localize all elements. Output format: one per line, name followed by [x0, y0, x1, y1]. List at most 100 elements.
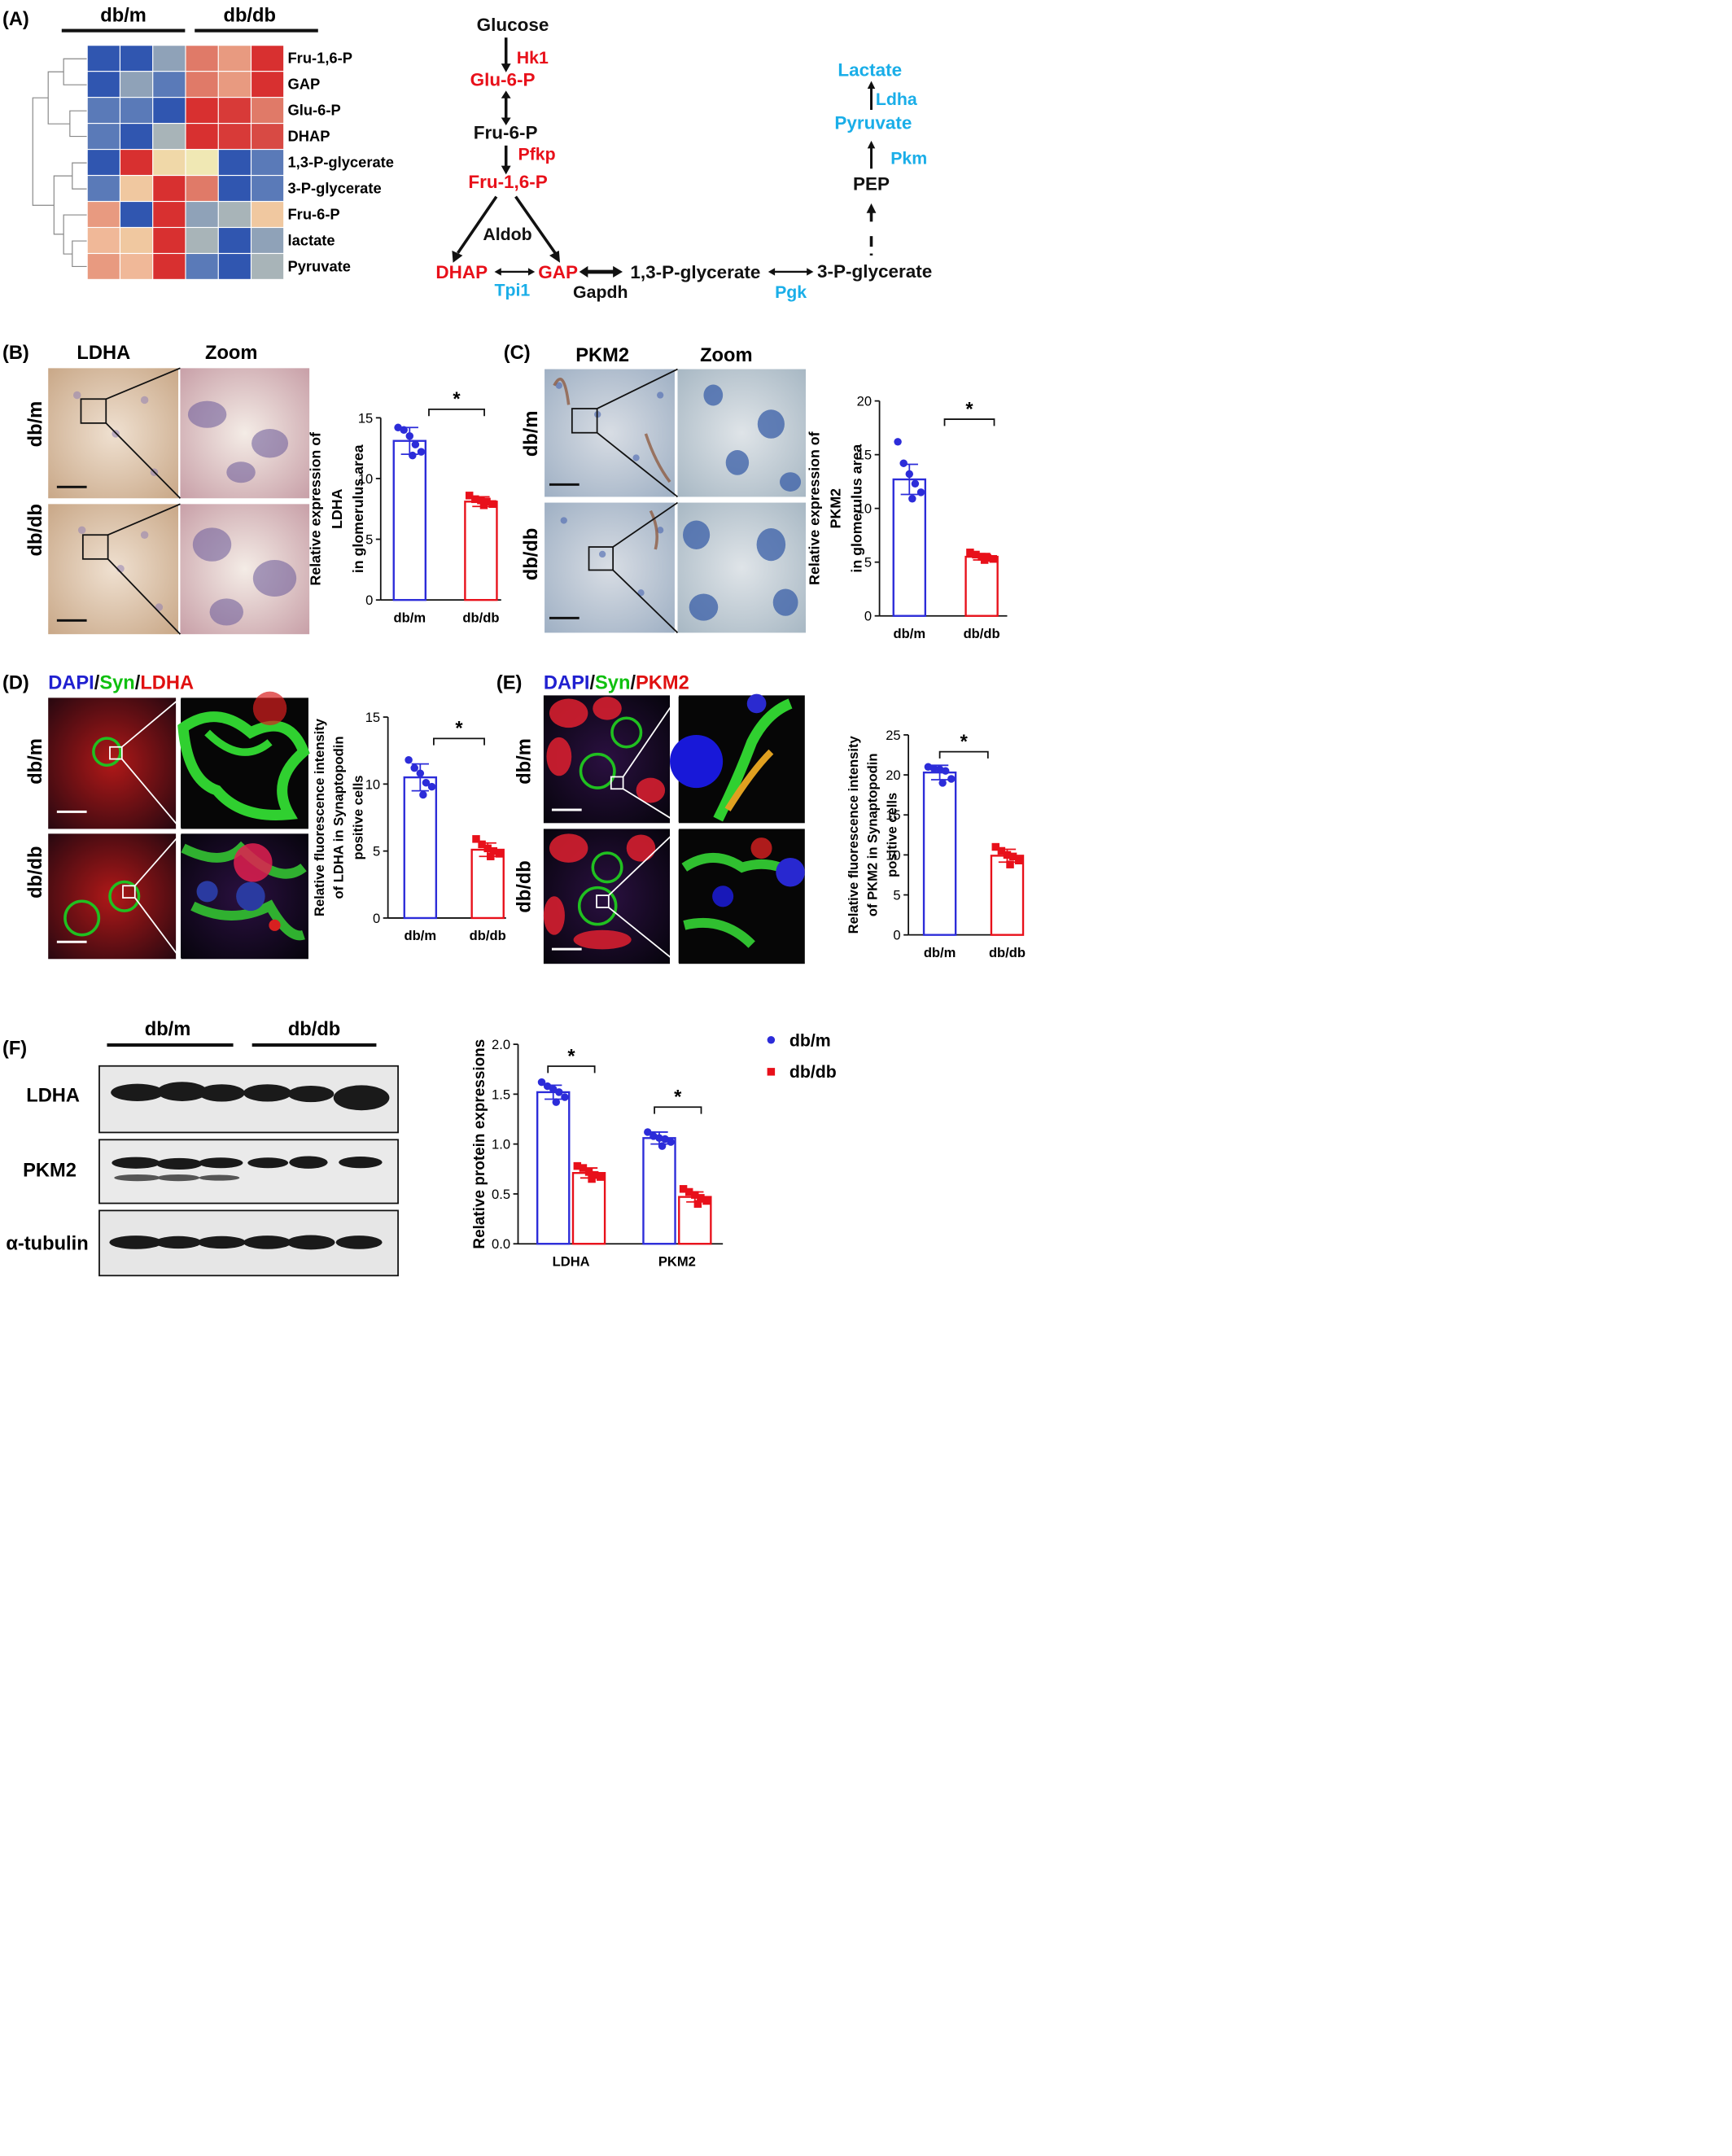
pw-glucose: Glucose [477, 15, 549, 35]
y-tick-label: 20 [886, 768, 900, 783]
y-tick-label: 15 [358, 410, 373, 426]
data-point [702, 1196, 711, 1205]
data-point [916, 488, 925, 496]
data-point [590, 1170, 599, 1179]
western-blots [98, 1065, 399, 1277]
significance-star: * [455, 719, 463, 740]
pw-tpi1: Tpi1 [495, 281, 531, 300]
x-tick-label: db/m [924, 945, 956, 960]
data-point [489, 846, 498, 855]
bar [464, 501, 498, 601]
legend-marker-dbdb [767, 1068, 776, 1076]
heatmap-cell [153, 72, 186, 98]
data-point [422, 778, 431, 787]
y-tick-label: 5 [373, 844, 380, 859]
heatmap-cell [87, 72, 120, 98]
heatmap-cell [251, 72, 284, 98]
d-if-dbdb [48, 833, 177, 960]
heatmap-cell [120, 176, 153, 201]
b-row-dbdb: db/db [25, 504, 46, 556]
pw-gapdh: Gapdh [573, 282, 628, 302]
y-tick-label: 0 [864, 609, 872, 624]
significance-bracket [654, 1106, 702, 1114]
data-point [1008, 852, 1017, 861]
data-point [495, 850, 504, 858]
chart-e: 0 5 10 15 20 25 Relative fluorescence intensit… [846, 728, 1026, 960]
data-point [416, 769, 425, 777]
glycolysis-pathway: Glucose Hk1 Glu-6-P Fru-6-P Pfkp Fru-1,6… [435, 15, 932, 302]
y-axis-label: positive cells [350, 775, 365, 859]
data-point [477, 496, 485, 505]
y-tick-label: 20 [857, 394, 872, 409]
panel-label-d: (D) [2, 673, 29, 694]
c-ihc-dbm [545, 369, 675, 497]
data-point [417, 448, 426, 456]
bar [964, 555, 999, 617]
heatmap-cell [251, 98, 284, 123]
y-tick-label: 0 [893, 928, 900, 943]
legend-label-dbm: db/m [789, 1030, 831, 1050]
data-point [697, 1194, 705, 1202]
heatmap-cell [186, 254, 218, 279]
heatmap-cell [186, 176, 218, 201]
y-axis-label: in glomerulus area [849, 444, 865, 573]
pw-aldob: Aldob [483, 225, 531, 244]
bar [536, 1091, 571, 1245]
data-point [427, 782, 436, 791]
data-point [661, 1135, 669, 1144]
data-point [989, 554, 998, 563]
legend-marker-dbm [767, 1036, 776, 1044]
panel-label-e: (E) [496, 673, 523, 694]
c-row-dbm: db/m [521, 411, 542, 457]
pw-ldha: Ldha [876, 90, 917, 109]
data-point [472, 835, 480, 843]
data-point [899, 459, 908, 467]
pw-lactate: Lactate [838, 60, 902, 81]
significance-bracket [547, 1065, 596, 1074]
heatmap-cell [186, 72, 218, 98]
y-axis-label: positive cells [884, 793, 899, 877]
significance-star: * [960, 732, 969, 753]
data-point [410, 763, 418, 772]
heatmap-cell [153, 124, 186, 149]
b-micrographs [48, 367, 310, 635]
data-point [679, 1185, 688, 1193]
f-group-bar-dbdb [251, 1043, 377, 1047]
heatmap-cell [218, 202, 251, 227]
heatmap-cell [186, 98, 218, 123]
e-zoom-dbdb [678, 829, 805, 964]
e-target-label: PKM2 [636, 673, 689, 694]
heatmap-cells [87, 46, 284, 279]
pw-glu6p: Glu-6-P [470, 69, 536, 90]
heatmap-cell [153, 202, 186, 227]
data-point [561, 1093, 569, 1101]
y-tick-label: 15 [886, 807, 900, 823]
heatmap-row-label: lactate [287, 231, 335, 248]
y-tick-label: 0 [365, 593, 373, 608]
heatmap-cell [153, 228, 186, 253]
data-point [691, 1191, 699, 1199]
significance-star: * [453, 389, 461, 410]
heatmap-cell [218, 150, 251, 175]
significance-bracket [433, 737, 485, 746]
y-axis-label: Relative expression of [308, 432, 324, 586]
b-row-dbm: db/m [25, 401, 46, 448]
e-slash-1: / [589, 673, 595, 694]
b-stain-label: LDHA [77, 343, 130, 364]
heatmap-cell [120, 228, 153, 253]
svg-text:DAPI/Syn/PKM2: DAPI/Syn/PKM2 [544, 673, 689, 694]
data-point [941, 767, 950, 775]
heatmap-row-label: Pyruvate [287, 257, 351, 274]
dendrogram [32, 58, 87, 268]
data-point [655, 1134, 663, 1143]
data-point [667, 1138, 675, 1146]
heatmap-row-label: Fru-1,6-P [287, 50, 352, 67]
d-row-dbdb: db/db [25, 846, 46, 898]
pw-pkm: Pkm [890, 148, 927, 168]
e-slash-2: / [630, 673, 636, 694]
x-tick-label: db/m [894, 626, 926, 641]
c-row-dbdb: db/db [521, 528, 542, 580]
significance-bracket [938, 750, 989, 759]
data-point [924, 763, 933, 772]
data-point [405, 755, 413, 764]
